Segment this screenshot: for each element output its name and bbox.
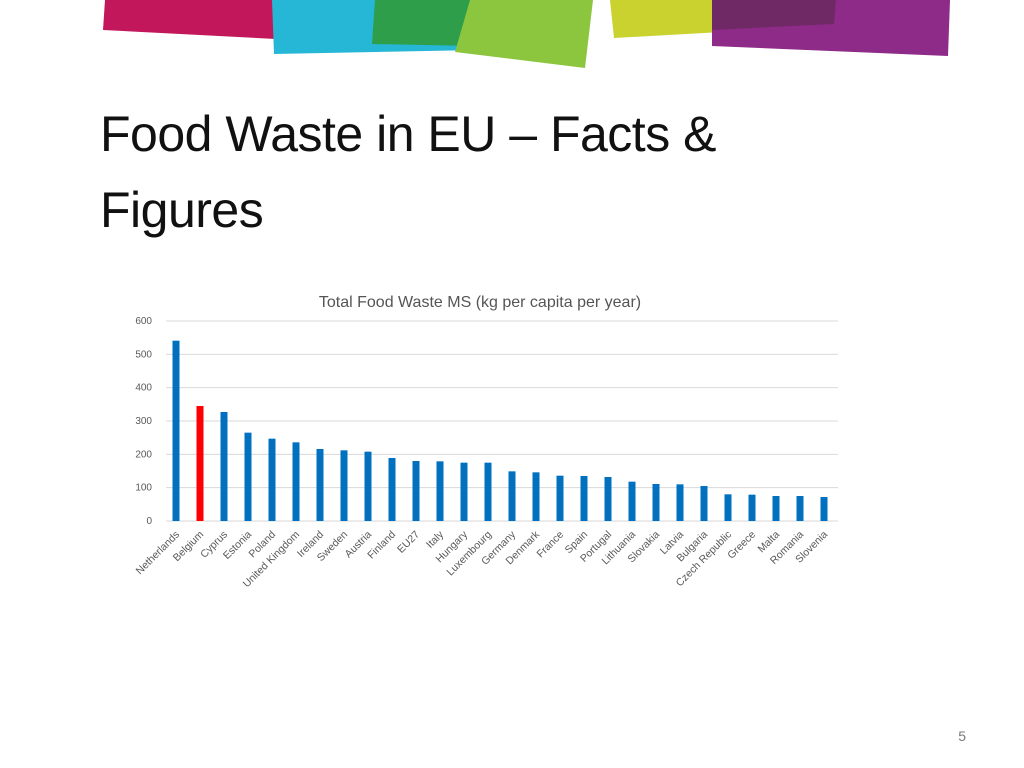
bar-sweden: [340, 450, 348, 521]
bar-denmark: [532, 472, 540, 521]
bar-bulgaria: [700, 486, 708, 521]
slide-title-line-2: Figures: [100, 182, 264, 238]
chart-title: Total Food Waste MS (kg per capita per y…: [318, 294, 642, 311]
y-tick-label: 500: [135, 349, 152, 360]
bar-hungary: [460, 462, 468, 521]
slide-title-line-1: Food Waste in EU – Facts &: [100, 106, 716, 162]
y-tick-label: 0: [146, 516, 152, 527]
y-tick-label: 200: [135, 449, 152, 460]
bar-luxembourg: [484, 462, 492, 521]
banner-block-yellow: [610, 0, 722, 38]
bar-greece: [748, 494, 756, 521]
bar-finland: [388, 458, 396, 521]
bar-portugal: [604, 477, 612, 521]
x-tick-label: EU27: [395, 529, 422, 556]
y-tick-label: 300: [135, 416, 152, 427]
banner-block-plum: [712, 0, 836, 30]
bar-romania: [796, 496, 804, 521]
bar-netherlands: [172, 340, 180, 521]
bar-eu27: [412, 461, 420, 521]
y-tick-label: 100: [135, 483, 152, 494]
bar-slovakia: [652, 484, 660, 521]
bar-latvia: [676, 484, 684, 521]
bar-czech-republic: [724, 494, 732, 521]
header-banner: [103, 0, 950, 68]
bar-slovenia: [820, 497, 828, 521]
bar-chart-svg: 0100200300400500600NetherlandsBelgiumCyp…: [134, 316, 838, 590]
y-tick-label: 600: [135, 316, 152, 327]
banner-block-green: [372, 0, 478, 46]
bar-germany: [508, 471, 516, 521]
bar-italy: [436, 461, 444, 521]
bar-lithuania: [628, 481, 636, 521]
bar-poland: [268, 438, 276, 521]
bar-spain: [580, 476, 588, 521]
bar-belgium: [196, 406, 204, 521]
page-number: 5: [958, 728, 966, 744]
food-waste-chart: Total Food Waste MS (kg per capita per y…: [110, 288, 850, 608]
bar-estonia: [244, 432, 252, 521]
slide-title: Food Waste in EU – Facts & Figures: [100, 96, 920, 248]
bar-cyprus: [220, 412, 228, 521]
banner-block-lime: [455, 0, 593, 68]
banner-block-magenta: [103, 0, 298, 40]
bar-france: [556, 475, 564, 521]
x-tick-label: France: [535, 529, 567, 561]
bar-austria: [364, 451, 372, 521]
y-tick-label: 400: [135, 383, 152, 394]
bar-malta: [772, 496, 780, 521]
bar-ireland: [316, 449, 324, 521]
bar-united-kingdom: [292, 442, 300, 521]
